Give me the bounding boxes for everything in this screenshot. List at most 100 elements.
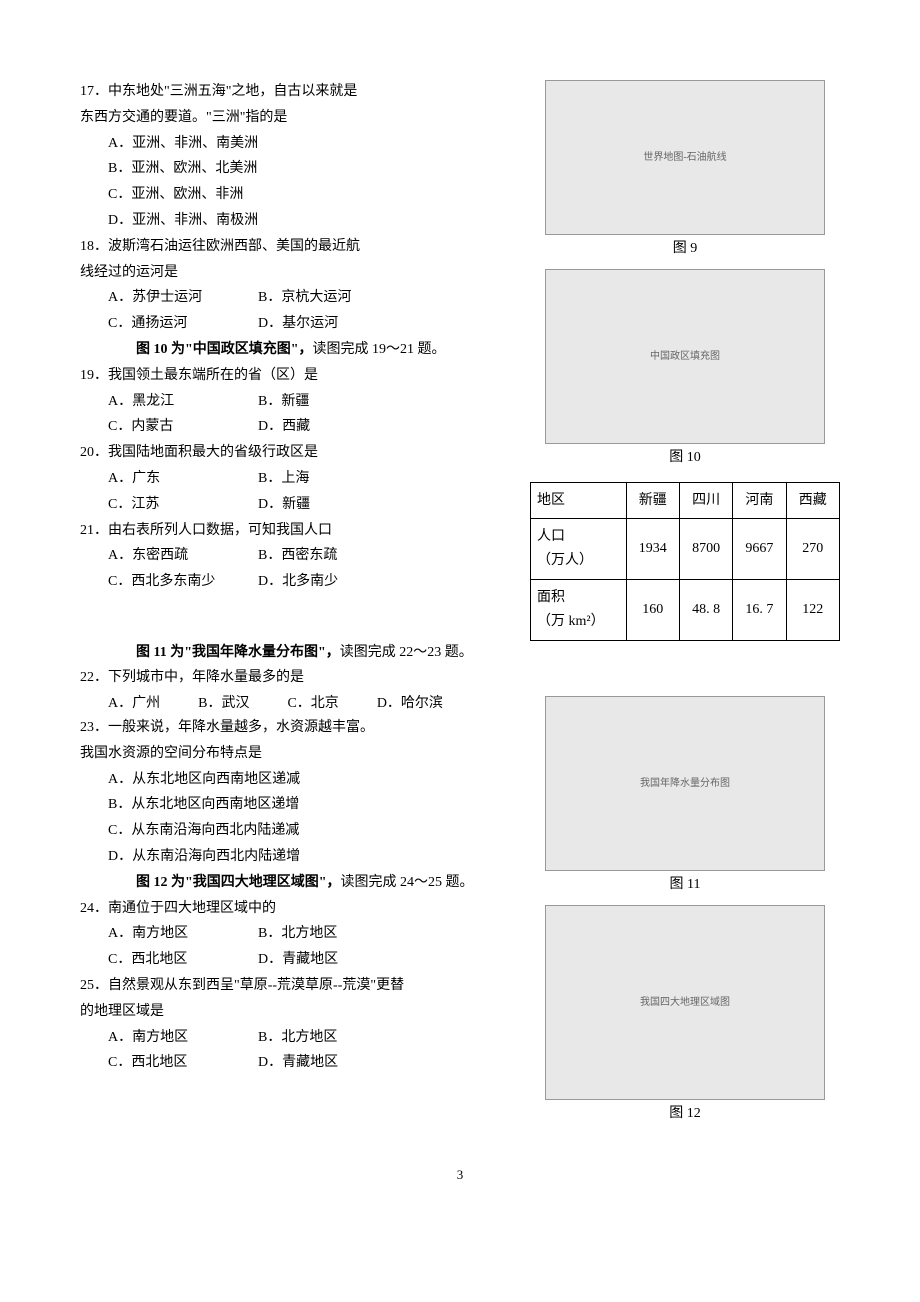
- q18-stem-1: 18．波斯湾石油运往欧洲西部、美国的最近航: [80, 235, 530, 259]
- q25-stem-1: 25．自然景观从东到西呈"草原--荒漠草原--荒漠"更替: [80, 974, 530, 998]
- q20-opt-d: D．新疆: [258, 493, 408, 517]
- q17-stem-2: 东西方交通的要道。"三洲"指的是: [80, 106, 530, 130]
- td-pop-hn: 9667: [733, 519, 786, 580]
- q19-row-cd: C．内蒙古 D．西藏: [80, 415, 530, 439]
- figure-12-img: 我国四大地理区域图: [545, 905, 825, 1100]
- q22-stem: 22．下列城市中，年降水量最多的是: [80, 666, 530, 690]
- q21-opt-a: A．东密西疏: [108, 544, 258, 568]
- q21-stem: 21．由右表所列人口数据，可知我国人口: [80, 519, 530, 543]
- figure-12: 我国四大地理区域图 图 12: [530, 905, 840, 1126]
- figure-10-img: 中国政区填充图: [545, 269, 825, 444]
- q20-row-ab: A．广东 B．上海: [80, 467, 530, 491]
- q25-opt-c: C．西北地区: [108, 1051, 258, 1075]
- q24-row-cd: C．西北地区 D．青藏地区: [80, 948, 530, 972]
- td-area-sc: 48. 8: [679, 579, 732, 640]
- q24-opt-a: A．南方地区: [108, 922, 258, 946]
- intro-fig10-tail: 读图完成 19～21 题。: [313, 342, 446, 357]
- q19-opt-d: D．西藏: [258, 415, 408, 439]
- th-sichuan: 四川: [679, 482, 732, 519]
- q17-opt-b: B．亚洲、欧洲、北美洲: [80, 157, 530, 181]
- q23-stem-2: 我国水资源的空间分布特点是: [80, 742, 530, 766]
- q18-opt-d: D．基尔运河: [258, 312, 408, 336]
- intro-fig12-tail: 读图完成 24～25 题。: [341, 875, 474, 890]
- q23-opt-c: C．从东南沿海向西北内陆递减: [80, 819, 530, 843]
- th-xinjiang: 新疆: [626, 482, 679, 519]
- th-region: 地区: [531, 482, 627, 519]
- q24-opt-d: D．青藏地区: [258, 948, 408, 972]
- figure-9: 世界地图-石油航线 图 9: [530, 80, 840, 261]
- left-col-top: 17．中东地处"三洲五海"之地，自古以来就是 东西方交通的要道。"三洲"指的是 …: [80, 80, 530, 596]
- block-bottom: 22．下列城市中，年降水量最多的是 A．广州 B．武汉 C．北京 D．哈尔滨 2…: [80, 666, 840, 1134]
- area-l1: 面积: [537, 590, 565, 605]
- right-col-bottom: 我国年降水量分布图 图 11 我国四大地理区域图 图 12: [530, 666, 840, 1134]
- td-pop-sc: 8700: [679, 519, 732, 580]
- q18-opt-c: C．通扬运河: [108, 312, 258, 336]
- th-xizang: 西藏: [786, 482, 839, 519]
- q19-opt-a: A．黑龙江: [108, 390, 258, 414]
- q19-stem: 19．我国领土最东端所在的省（区）是: [80, 364, 530, 388]
- q20-opt-c: C．江苏: [108, 493, 258, 517]
- th-henan: 河南: [733, 482, 786, 519]
- q21-row-ab: A．东密西疏 B．西密东疏: [80, 544, 530, 568]
- q20-opt-a: A．广东: [108, 467, 258, 491]
- intro-fig11-bold: 图 11 为"我国年降水量分布图"，: [136, 645, 340, 660]
- q24-row-ab: A．南方地区 B．北方地区: [80, 922, 530, 946]
- q24-opt-b: B．北方地区: [258, 922, 408, 946]
- figure-10: 中国政区填充图 图 10: [530, 269, 840, 470]
- figure-11: 我国年降水量分布图 图 11: [530, 696, 840, 897]
- area-l2: （万 km²）: [537, 614, 605, 629]
- td-area-xz: 122: [786, 579, 839, 640]
- q25-stem-2: 的地理区域是: [80, 1000, 530, 1024]
- q17-opt-c: C．亚洲、欧洲、非洲: [80, 183, 530, 207]
- intro-fig12-bold: 图 12 为"我国四大地理区域图"，: [136, 875, 341, 890]
- q23-opt-d: D．从东南沿海向西北内陆递增: [80, 845, 530, 869]
- q25-row-ab: A．南方地区 B．北方地区: [80, 1026, 530, 1050]
- intro-fig11-tail: 读图完成 22～23 题。: [340, 645, 473, 660]
- page-number: 3: [80, 1164, 840, 1186]
- q19-opt-c: C．内蒙古: [108, 415, 258, 439]
- q22-opt-a: A．广州: [108, 692, 160, 716]
- td-area-xj: 160: [626, 579, 679, 640]
- q23-opt-a: A．从东北地区向西南地区递减: [80, 768, 530, 792]
- figure-9-img: 世界地图-石油航线: [545, 80, 825, 235]
- figure-11-caption: 图 11: [530, 873, 840, 897]
- q18-opt-a: A．苏伊士运河: [108, 286, 258, 310]
- population-table: 地区 新疆 四川 河南 西藏 人口 （万人） 1934 8700 9667 27…: [530, 482, 840, 641]
- q24-stem: 24．南通位于四大地理区域中的: [80, 897, 530, 921]
- td-pop-xz: 270: [786, 519, 839, 580]
- q19-row-ab: A．黑龙江 B．新疆: [80, 390, 530, 414]
- q20-row-cd: C．江苏 D．新疆: [80, 493, 530, 517]
- table-row: 地区 新疆 四川 河南 西藏: [531, 482, 840, 519]
- intro-fig12: 图 12 为"我国四大地理区域图"，读图完成 24～25 题。: [80, 871, 530, 895]
- q17-stem-1: 17．中东地处"三洲五海"之地，自古以来就是: [80, 80, 530, 104]
- q22-opts: A．广州 B．武汉 C．北京 D．哈尔滨: [80, 692, 530, 716]
- q21-opt-b: B．西密东疏: [258, 544, 408, 568]
- table-row: 面积 （万 km²） 160 48. 8 16. 7 122: [531, 579, 840, 640]
- q25-row-cd: C．西北地区 D．青藏地区: [80, 1051, 530, 1075]
- figure-12-caption: 图 12: [530, 1102, 840, 1126]
- q25-opt-d: D．青藏地区: [258, 1051, 408, 1075]
- right-col-top: 世界地图-石油航线 图 9 中国政区填充图 图 10 地区 新疆 四川 河南 西…: [530, 80, 840, 641]
- q18-row-ab: A．苏伊士运河 B．京杭大运河: [80, 286, 530, 310]
- q22-opt-c: C．北京: [287, 692, 338, 716]
- q24-opt-c: C．西北地区: [108, 948, 258, 972]
- figure-10-caption: 图 10: [530, 446, 840, 470]
- q20-opt-b: B．上海: [258, 467, 408, 491]
- q23-stem-1: 23．一般来说，年降水量越多，水资源越丰富。: [80, 716, 530, 740]
- left-col-bottom: 22．下列城市中，年降水量最多的是 A．广州 B．武汉 C．北京 D．哈尔滨 2…: [80, 666, 530, 1077]
- td-pop-xj: 1934: [626, 519, 679, 580]
- q20-stem: 20．我国陆地面积最大的省级行政区是: [80, 441, 530, 465]
- pop-l1: 人口: [537, 529, 565, 544]
- q25-opt-a: A．南方地区: [108, 1026, 258, 1050]
- block-top: 17．中东地处"三洲五海"之地，自古以来就是 东西方交通的要道。"三洲"指的是 …: [80, 80, 840, 641]
- q22-opt-b: B．武汉: [198, 692, 249, 716]
- intro-fig10: 图 10 为"中国政区填充图"，读图完成 19～21 题。: [80, 338, 530, 362]
- q21-opt-d: D．北多南少: [258, 570, 408, 594]
- q17-opt-a: A．亚洲、非洲、南美洲: [80, 132, 530, 156]
- intro-fig10-bold: 图 10 为"中国政区填充图"，: [136, 342, 313, 357]
- q22-opt-d: D．哈尔滨: [377, 692, 443, 716]
- pop-l2: （万人）: [537, 553, 593, 568]
- figure-9-caption: 图 9: [530, 237, 840, 261]
- q17-opt-d: D．亚洲、非洲、南极洲: [80, 209, 530, 233]
- q25-opt-b: B．北方地区: [258, 1026, 408, 1050]
